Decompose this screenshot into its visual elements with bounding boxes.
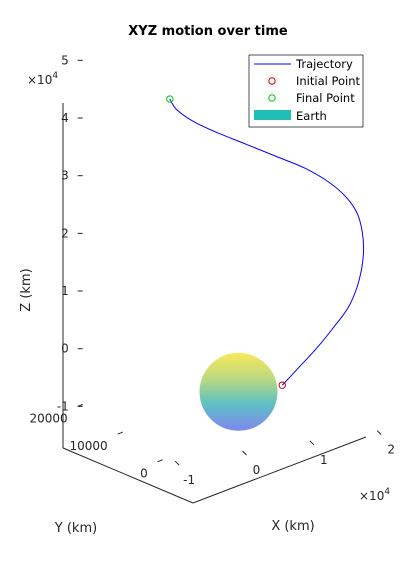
y-axis-line (63, 448, 193, 503)
plot-area (167, 96, 364, 431)
z-exponent-power: 4 (52, 71, 58, 81)
y-tick-label: 10000 (70, 439, 108, 453)
z-exponent: ×104 (27, 71, 58, 87)
trajectory-line (170, 99, 364, 385)
axes (63, 103, 366, 503)
x-tick-label: 0 (253, 463, 261, 477)
svg-text:×104: ×104 (359, 487, 390, 503)
z-tick-label: 1 (61, 284, 69, 298)
x-exponent-base: ×10 (359, 489, 384, 503)
z-tick-label: 3 (61, 169, 69, 183)
z-axis-label: Z (km) (19, 268, 34, 311)
z-tick-label: 5 (61, 53, 69, 67)
legend-label-final: Final Point (296, 91, 355, 105)
z-tick-label: 2 (61, 226, 69, 240)
legend-label-trajectory: Trajectory (295, 57, 353, 71)
x-tick-label: 2 (387, 443, 395, 457)
x-axis-line (193, 437, 366, 503)
y-tick-mark (118, 432, 123, 434)
y-tick-mark (158, 460, 163, 462)
svg-text:×104: ×104 (27, 71, 58, 87)
x-axis-label: X (km) (271, 519, 314, 534)
legend-label-initial: Initial Point (296, 74, 361, 88)
legend-label-earth: Earth (296, 109, 327, 123)
x-tick-mark (175, 461, 179, 465)
y-axis-label: Y (km) (54, 521, 97, 536)
chart-title: XYZ motion over time (128, 24, 288, 39)
z-exponent-base: ×10 (27, 73, 52, 87)
legend: Trajectory Initial Point Final Point Ear… (249, 55, 363, 127)
y-tick-label: 0 (140, 467, 148, 481)
x-tick-label: 1 (320, 453, 328, 467)
earth-sphere (200, 353, 278, 431)
legend-swatch-earth (254, 110, 291, 120)
z-tick-label: 4 (61, 111, 69, 125)
initial-point-marker (279, 382, 285, 388)
x-tick-mark (377, 431, 381, 435)
z-tick-label: 0 (61, 342, 69, 356)
x-exponent: ×104 (359, 487, 390, 503)
x-tick-mark (310, 441, 314, 445)
x-tick-mark (243, 451, 247, 455)
y-tick-label: 20000 (30, 411, 68, 425)
x-tick-label: -1 (183, 473, 195, 487)
x-exponent-power: 4 (384, 487, 390, 497)
